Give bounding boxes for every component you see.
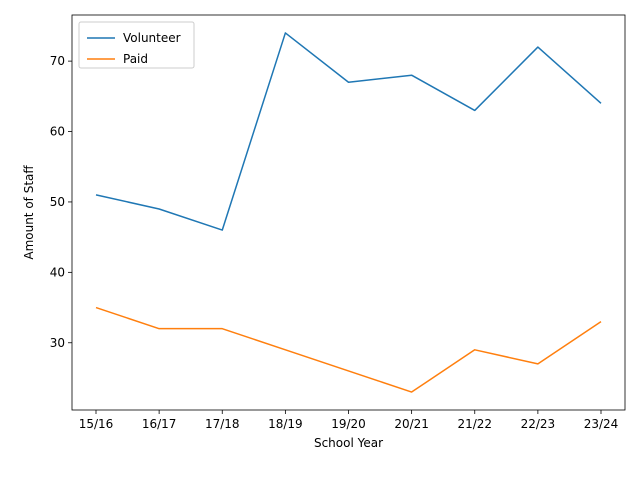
x-tick-label: 22/23 [521,417,556,431]
y-axis-label: Amount of Staff [22,165,36,260]
x-tick-label: 17/18 [205,417,240,431]
legend-label: Paid [123,52,148,66]
y-tick-label: 50 [50,195,65,209]
x-tick-label: 16/17 [142,417,177,431]
y-axis-ticks: 30 40 50 60 70 [50,54,72,350]
x-tick-label: 15/16 [79,417,114,431]
legend: Volunteer Paid [78,21,195,69]
y-tick-label: 60 [50,125,65,139]
y-tick-label: 40 [50,265,65,279]
x-tick-label: 21/22 [457,417,492,431]
series-line-paid [95,306,602,393]
x-tick-label: 20/21 [394,417,429,431]
series-lines [95,32,602,393]
x-axis-label: School Year [314,436,383,450]
x-tick-label: 23/24 [584,417,619,431]
axes-frame [71,14,626,411]
x-tick-label: 19/20 [331,417,366,431]
legend-label: Volunteer [123,31,181,45]
y-tick-label: 30 [50,336,65,350]
legend-box [78,21,195,69]
x-axis-ticks: 15/16 16/17 17/18 18/19 19/20 20/21 21/22 22/23… [79,410,619,431]
x-tick-label: 18/19 [268,417,303,431]
series-line-volunteer [95,32,602,231]
y-tick-label: 70 [50,54,65,68]
